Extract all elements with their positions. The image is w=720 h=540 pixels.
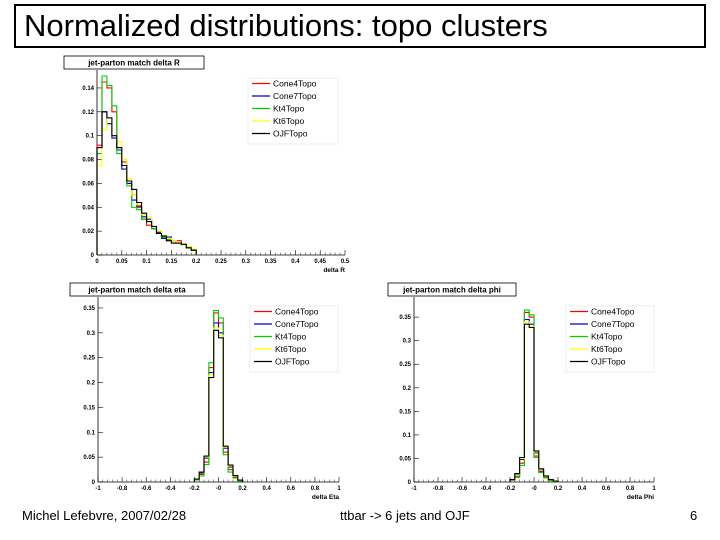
legend-label: Cone7Topo xyxy=(275,319,319,329)
legend-label: Kt6Topo xyxy=(273,116,304,126)
x-tick-label: 0.6 xyxy=(602,486,611,492)
y-tick-label: 0.25 xyxy=(83,356,95,362)
footer-description: ttbar -> 6 jets and OJF xyxy=(340,508,470,523)
x-tick-label: -0.6 xyxy=(141,486,152,492)
y-tick-label: 0.12 xyxy=(82,110,94,116)
histogram-ojftopo xyxy=(509,323,559,482)
legend-label: Kt6Topo xyxy=(591,344,622,354)
x-tick-label: -0 xyxy=(531,486,537,492)
x-tick-label: -0.8 xyxy=(117,486,128,492)
legend-label: Cone4Topo xyxy=(273,79,317,89)
chart-title-box xyxy=(63,55,205,70)
histogram-kt4topo xyxy=(193,309,244,482)
chart-title: jet-parton match delta eta xyxy=(87,286,186,295)
y-tick-label: 0.15 xyxy=(83,405,95,411)
y-tick-label: 0.35 xyxy=(83,306,95,312)
x-tick-label: 0.4 xyxy=(263,486,272,492)
legend-label: Kt4Topo xyxy=(273,104,304,114)
legend-label: OJFTopo xyxy=(273,129,308,139)
y-tick-label: 0.02 xyxy=(82,229,94,235)
legend-label: Kt4Topo xyxy=(275,332,306,342)
x-tick-label: 0.1 xyxy=(142,259,151,265)
x-axis-label: delta Eta xyxy=(312,494,339,501)
x-tick-label: 0.8 xyxy=(311,486,320,492)
y-tick-label: 0 xyxy=(92,480,96,486)
y-tick-label: 0.14 xyxy=(82,86,94,92)
x-tick-label: 0.4 xyxy=(578,486,587,492)
legend-label: Cone7Topo xyxy=(591,319,635,329)
legend-label: Cone4Topo xyxy=(275,307,319,317)
slide-title: Normalized distributions: topo clusters xyxy=(14,4,706,48)
x-tick-label: -0.4 xyxy=(165,486,176,492)
y-tick-label: 0.25 xyxy=(399,362,411,368)
x-tick-label: 0.6 xyxy=(287,486,296,492)
y-tick-label: 0.3 xyxy=(87,331,96,337)
chart-3: jet-parton match delta phi -1 -0.8 -0.6 -0.4… xyxy=(384,282,674,504)
x-tick-label: -0.2 xyxy=(505,486,516,492)
legend-label: OJFTopo xyxy=(275,357,310,367)
x-tick-label: 1 xyxy=(652,486,656,492)
slide-number: 6 xyxy=(690,508,698,523)
chart-1: jet-parton match delta R 0 0.05 0.1 0.15 0.2 0… xyxy=(63,55,350,275)
y-tick-label: 0.3 xyxy=(403,339,412,345)
y-tick-label: 0.05 xyxy=(399,456,411,462)
y-tick-label: 0.35 xyxy=(399,315,411,321)
x-tick-label: 0.3 xyxy=(242,259,251,265)
x-tick-label: -1 xyxy=(95,486,101,492)
x-tick-label: 0.2 xyxy=(192,259,201,265)
x-tick-label: 0.2 xyxy=(554,486,563,492)
x-tick-label: 0.4 xyxy=(291,259,300,265)
chart-2: jet-parton match delta eta -1 -0.8 -0.6 -0.4… xyxy=(64,282,350,504)
x-axis-label: delta R xyxy=(323,267,345,274)
histogram-ojftopo xyxy=(96,111,197,255)
x-tick-label: 0.45 xyxy=(314,259,326,265)
x-tick-label: 0.25 xyxy=(215,259,227,265)
x-tick-label: -0.4 xyxy=(481,486,492,492)
footer-author-date: Michel Lefebvre, 2007/02/28 xyxy=(22,508,187,523)
chart-title-box xyxy=(387,282,517,297)
x-tick-label: -0 xyxy=(216,486,222,492)
x-tick-label: 0.8 xyxy=(626,486,635,492)
y-tick-label: 0.2 xyxy=(403,386,412,392)
y-tick-label: 0.1 xyxy=(403,433,412,439)
y-tick-label: 0.2 xyxy=(87,381,96,387)
y-tick-label: 0.04 xyxy=(82,205,94,211)
histogram-cone4topo xyxy=(96,81,197,255)
chart-title-box xyxy=(69,282,205,297)
x-tick-label: 0.2 xyxy=(238,486,247,492)
histogram-ojftopo xyxy=(193,329,244,482)
x-tick-label: 0.05 xyxy=(116,259,128,265)
x-tick-label: -0.6 xyxy=(457,486,468,492)
x-tick-label: 0.15 xyxy=(166,259,178,265)
y-tick-label: 0.1 xyxy=(86,134,95,140)
x-axis-label: delta Phi xyxy=(627,494,654,501)
x-tick-label: 0.5 xyxy=(341,259,350,265)
x-tick-label: 0 xyxy=(95,259,99,265)
y-tick-label: 0.06 xyxy=(82,181,94,187)
chart-title: jet-parton match delta phi xyxy=(402,286,501,295)
y-tick-label: 0 xyxy=(408,480,412,486)
y-tick-label: 0.1 xyxy=(87,430,96,436)
legend-label: OJFTopo xyxy=(591,357,626,367)
chart-title: jet-parton match delta R xyxy=(87,59,180,68)
legend-label: Cone7Topo xyxy=(273,91,317,101)
x-tick-label: -0.2 xyxy=(189,486,200,492)
x-tick-label: -0.8 xyxy=(433,486,444,492)
x-tick-label: 0.35 xyxy=(265,259,277,265)
y-tick-label: 0.15 xyxy=(399,409,411,415)
y-tick-label: 0 xyxy=(91,253,95,259)
legend-label: Kt4Topo xyxy=(591,332,622,342)
legend-label: Kt6Topo xyxy=(275,344,306,354)
legend-label: Cone4Topo xyxy=(591,307,635,317)
x-tick-label: -1 xyxy=(411,486,417,492)
x-tick-label: 1 xyxy=(337,486,341,492)
y-tick-label: 0.08 xyxy=(82,158,94,164)
y-tick-label: 0.05 xyxy=(83,455,95,461)
